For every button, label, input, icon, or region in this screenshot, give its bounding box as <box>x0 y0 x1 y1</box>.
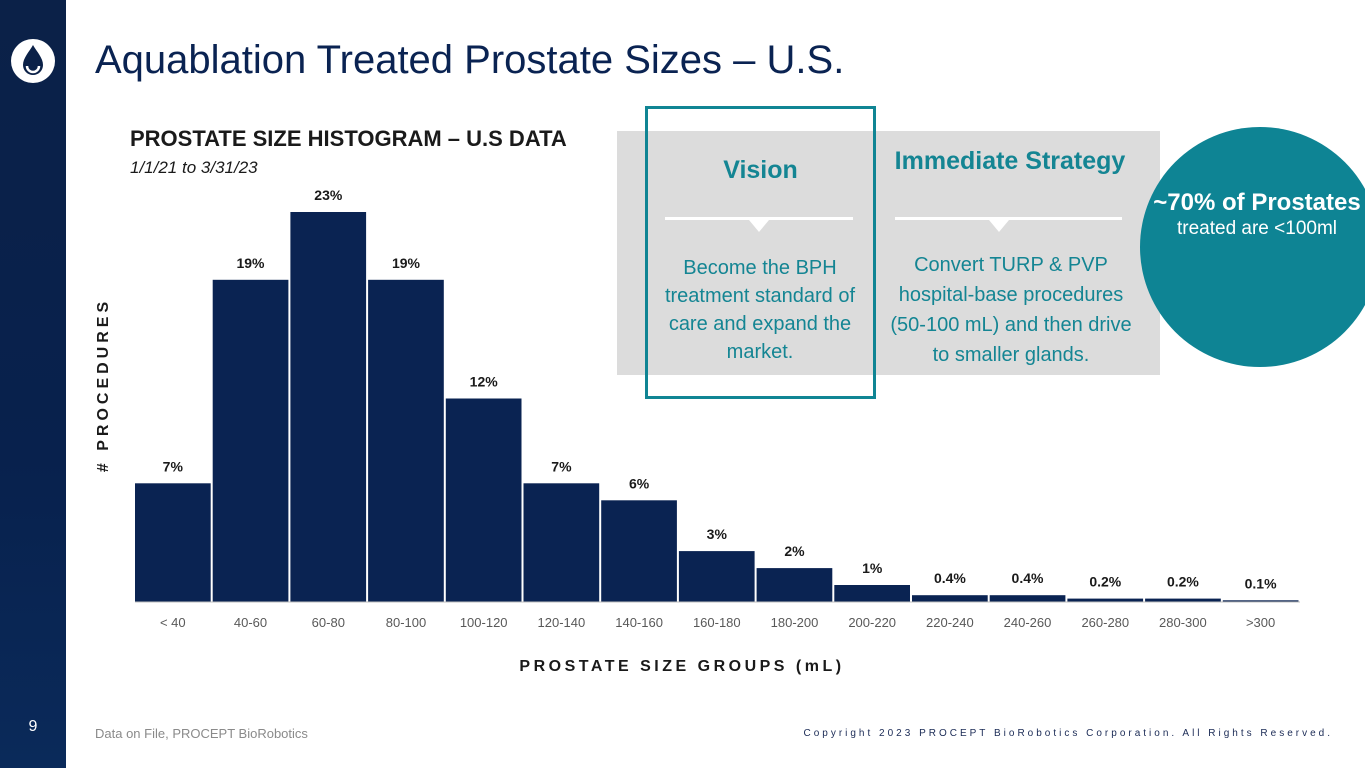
data-label-7: 6% <box>629 475 650 491</box>
vision-divider <box>665 217 853 220</box>
strategy-divider-notch <box>989 220 1009 232</box>
bar-2 <box>212 279 289 602</box>
bar-8 <box>678 551 755 602</box>
callout-circle: ~70% of Prostates treated are <100ml <box>1140 127 1365 367</box>
tick-label-8: 160-180 <box>693 615 741 630</box>
bar-14 <box>1145 598 1221 602</box>
callout-subline: treated are <100ml <box>1176 218 1337 239</box>
tick-label-15: >300 <box>1246 615 1275 630</box>
bar-6 <box>523 483 600 602</box>
bar-5 <box>445 398 522 602</box>
bar-10 <box>834 585 910 602</box>
data-label-3: 23% <box>314 187 343 203</box>
slide-title: Aquablation Treated Prostate Sizes – U.S… <box>95 38 845 82</box>
tick-label-2: 40-60 <box>234 615 267 630</box>
water-droplet-icon <box>11 39 55 83</box>
data-label-15: 0.1% <box>1245 575 1277 591</box>
data-label-9: 2% <box>784 543 805 559</box>
chart-title: PROSTATE SIZE HISTOGRAM – U.S DATA <box>130 126 567 151</box>
strategy-divider <box>895 217 1122 220</box>
data-label-13: 0.2% <box>1089 574 1121 590</box>
sidebar: 9 <box>0 0 66 768</box>
bar-9 <box>756 568 833 602</box>
data-label-4: 19% <box>392 255 421 271</box>
bar-4 <box>368 279 444 602</box>
tick-label-4: 80-100 <box>386 615 426 630</box>
bar-1 <box>135 483 211 602</box>
bar-15 <box>1222 600 1299 602</box>
tick-label-9: 180-200 <box>771 615 819 630</box>
x-axis-label: PROSTATE SIZE GROUPS (mL) <box>519 658 844 675</box>
tick-label-1: < 40 <box>160 615 186 630</box>
tick-label-3: 60-80 <box>312 615 345 630</box>
data-label-2: 19% <box>236 255 265 271</box>
data-label-12: 0.4% <box>1012 570 1044 586</box>
data-label-8: 3% <box>707 526 728 542</box>
bar-12 <box>989 595 1066 602</box>
tick-label-5: 100-120 <box>460 615 508 630</box>
page-number: 9 <box>28 718 38 735</box>
tick-label-6: 120-140 <box>538 615 586 630</box>
data-label-14: 0.2% <box>1167 574 1199 590</box>
data-label-5: 12% <box>470 374 499 390</box>
vision-highlight-box <box>645 106 876 399</box>
footer-copyright: Copyright 2023 PROCEPT BioRobotics Corpo… <box>803 728 1333 739</box>
tick-label-11: 220-240 <box>926 615 974 630</box>
footer-source: Data on File, PROCEPT BioRobotics <box>95 726 308 741</box>
bar-3 <box>290 212 367 602</box>
bar-13 <box>1067 598 1144 602</box>
y-axis-label: # PROCEDURES <box>95 298 112 472</box>
vision-strategy-panel <box>617 131 1160 375</box>
bar-11 <box>912 595 988 602</box>
strategy-title: Immediate Strategy <box>894 147 1126 175</box>
tick-label-7: 140-160 <box>615 615 663 630</box>
tick-label-10: 200-220 <box>848 615 896 630</box>
strategy-body: Convert TURP & PVP hospital-base procedu… <box>890 254 1132 366</box>
data-label-11: 0.4% <box>934 570 966 586</box>
data-label-6: 7% <box>551 458 572 474</box>
vision-body: Become the BPH treatment standard of car… <box>664 257 856 363</box>
vision-divider-notch <box>749 220 769 232</box>
callout-headline: ~70% of Prostates <box>1153 189 1361 216</box>
tick-label-14: 280-300 <box>1159 615 1207 630</box>
vision-title: Vision <box>723 156 798 184</box>
data-label-10: 1% <box>862 560 883 576</box>
tick-label-12: 240-260 <box>1004 615 1052 630</box>
chart-date-range: 1/1/21 to 3/31/23 <box>130 158 258 177</box>
bar-7 <box>601 500 677 602</box>
tick-label-13: 260-280 <box>1081 615 1129 630</box>
data-label-1: 7% <box>163 458 184 474</box>
